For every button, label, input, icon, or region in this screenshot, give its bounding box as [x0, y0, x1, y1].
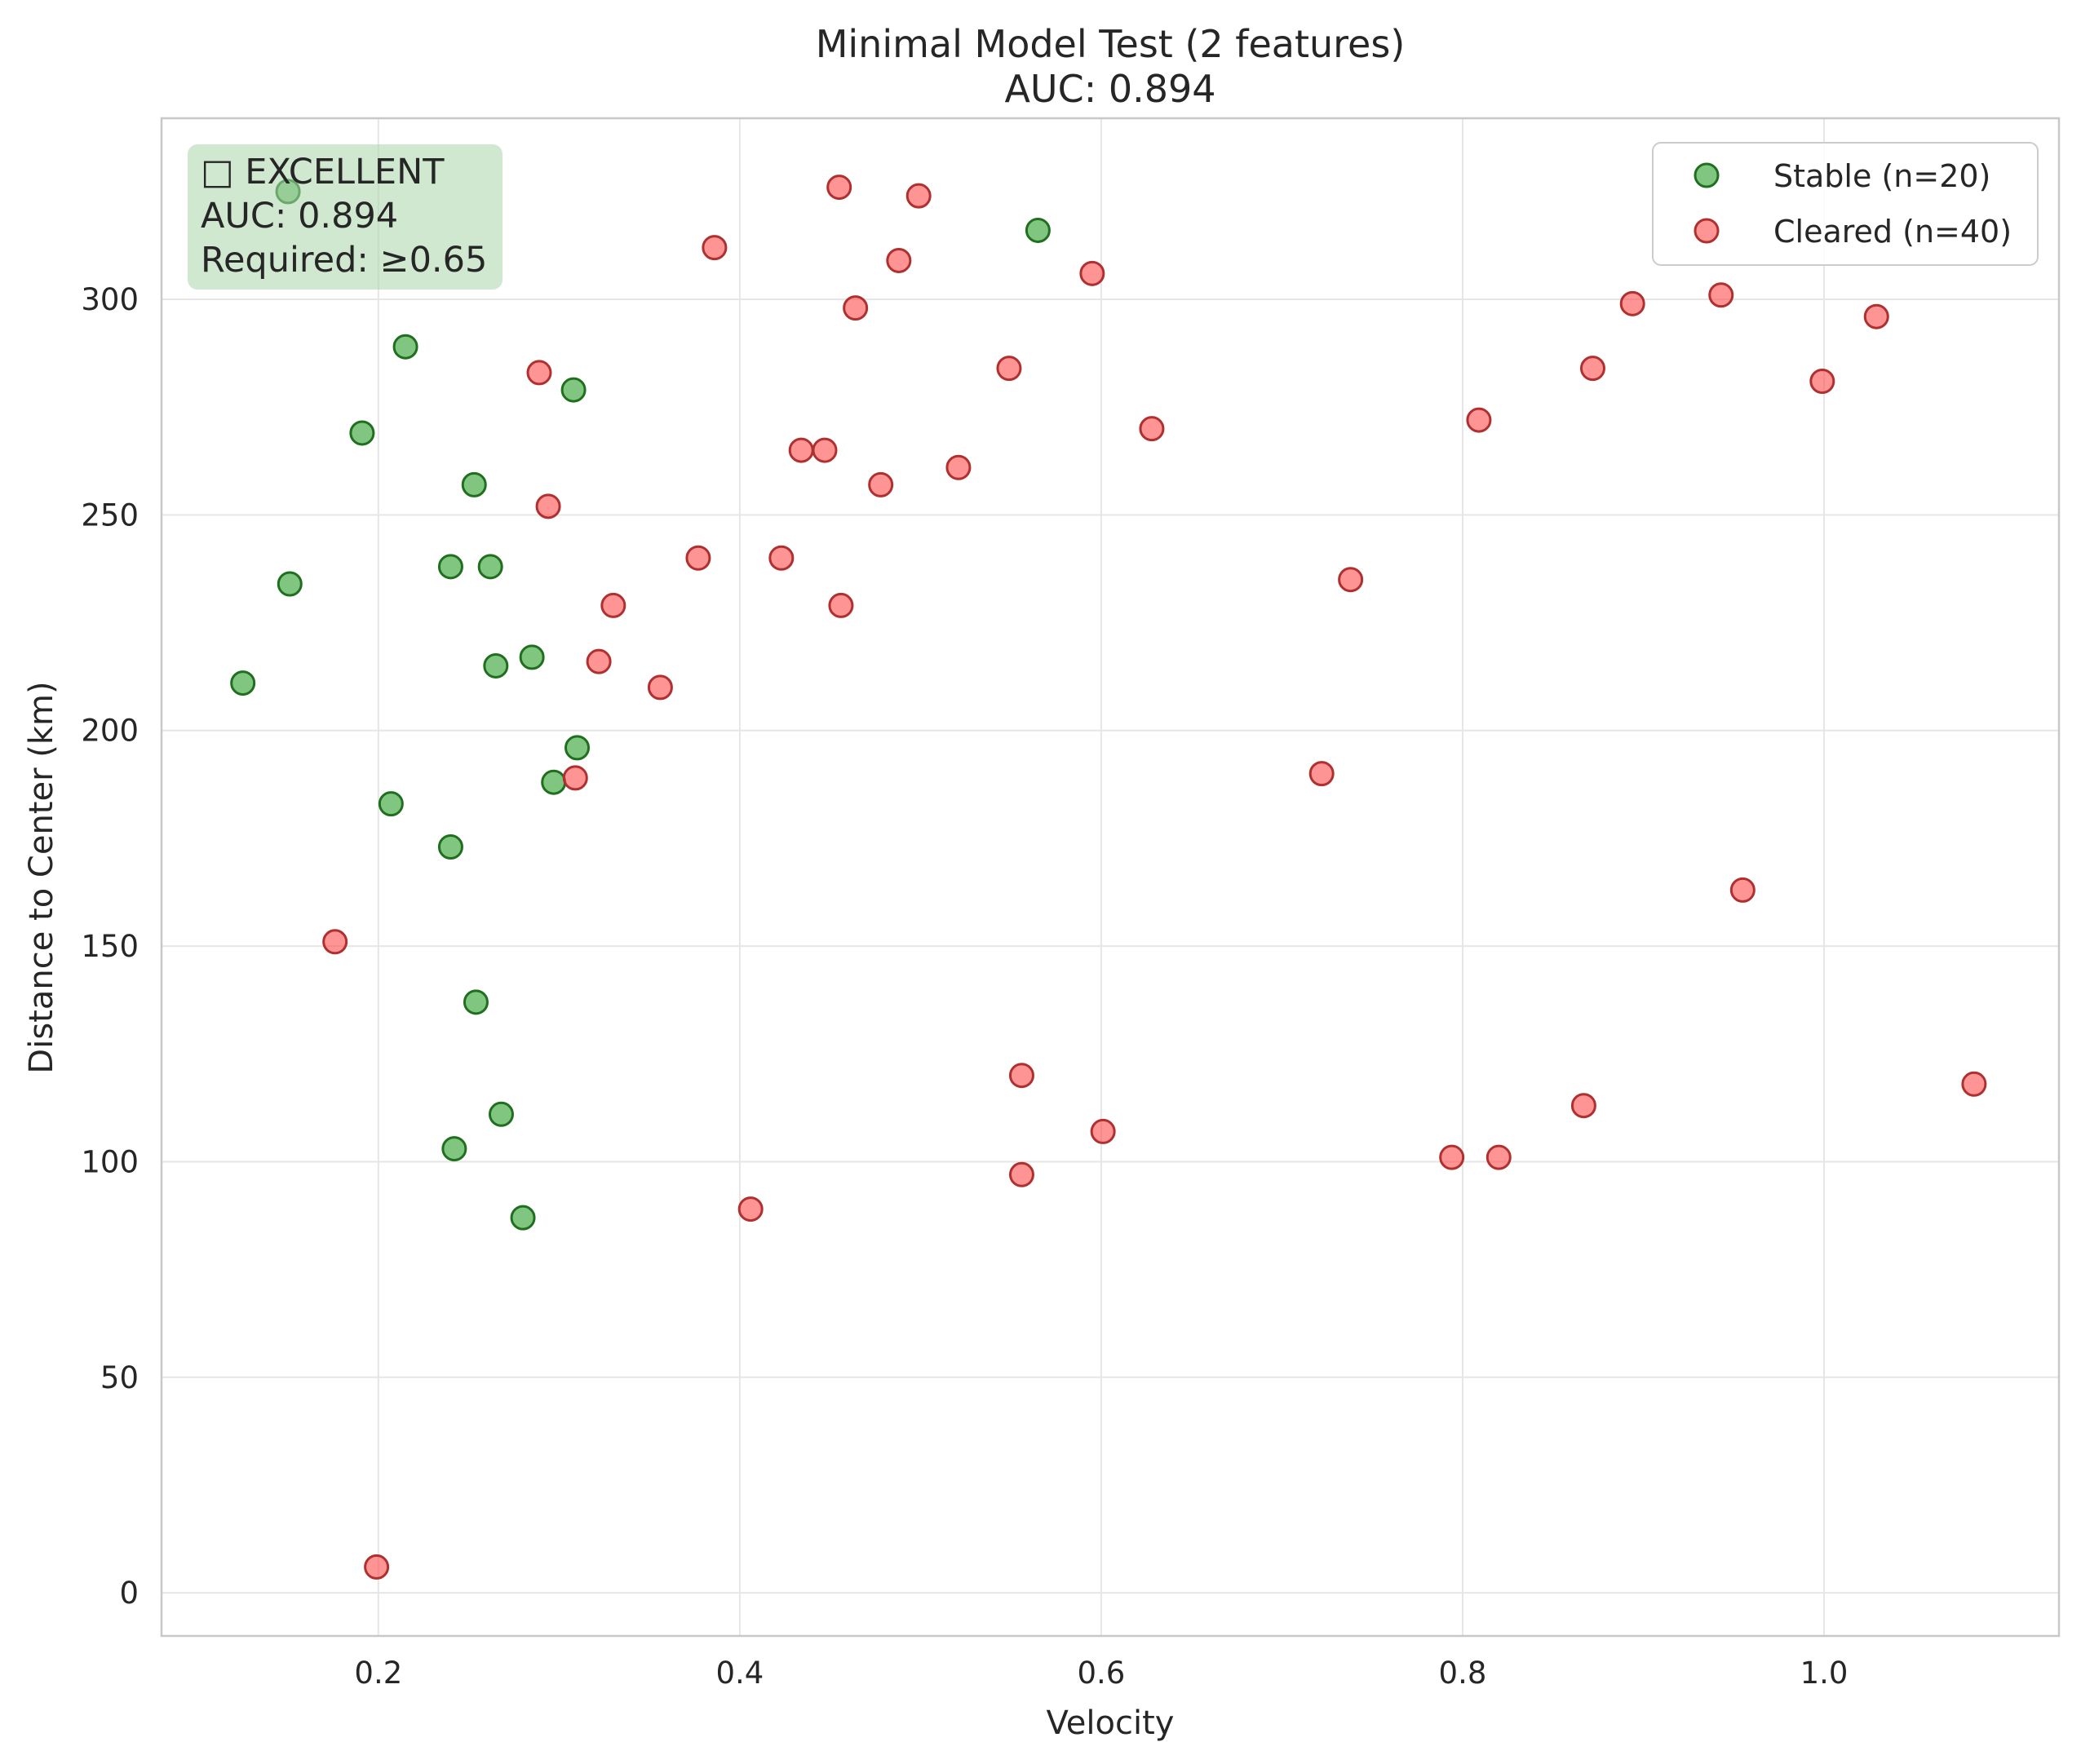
plot-frame — [160, 117, 2061, 1638]
y-tick-label: 300 — [81, 282, 139, 317]
data-point — [1485, 1144, 1512, 1170]
data-point — [560, 377, 587, 403]
data-point — [868, 471, 894, 497]
data-point — [702, 235, 728, 261]
data-point — [647, 674, 673, 701]
x-tick-label: 1.0 — [1800, 1656, 1849, 1691]
y-tick-label: 0 — [119, 1576, 139, 1611]
data-point — [945, 454, 972, 480]
data-point — [1619, 290, 1645, 316]
data-point — [441, 1136, 467, 1162]
data-point — [230, 670, 256, 696]
y-tick-label: 150 — [81, 929, 139, 964]
data-point — [437, 554, 463, 580]
data-point — [1025, 217, 1051, 243]
x-tick-label: 0.4 — [715, 1656, 764, 1691]
status-line-rating: □ EXCELLENT — [201, 152, 445, 192]
data-point — [600, 592, 627, 618]
data-point — [1570, 1093, 1596, 1119]
data-point — [768, 545, 795, 571]
data-point — [322, 929, 348, 955]
data-point — [905, 183, 932, 209]
data-point — [843, 295, 869, 321]
y-axis-label: Distance to Center (km) — [23, 681, 60, 1073]
legend-box — [1652, 142, 2039, 266]
data-point — [737, 1196, 764, 1222]
data-point — [1308, 761, 1335, 787]
data-point — [685, 545, 711, 571]
data-point — [488, 1101, 514, 1127]
data-point — [586, 648, 612, 674]
data-point — [788, 437, 814, 463]
x-tick-label: 0.2 — [354, 1656, 402, 1691]
status-box: □ EXCELLENT AUC: 0.894 Required: ≥0.65 — [188, 144, 503, 290]
data-point — [1008, 1063, 1034, 1089]
status-line-auc: AUC: 0.894 — [201, 196, 398, 237]
data-points — [230, 175, 1987, 1580]
legend-marker-cleared — [1694, 218, 1720, 244]
data-point — [886, 247, 912, 273]
x-tick-labels: 0.2 0.4 0.6 0.8 1.0 — [354, 1656, 1848, 1691]
data-point — [826, 175, 852, 201]
data-point — [277, 571, 303, 597]
data-point — [828, 592, 854, 618]
data-point — [364, 1554, 390, 1580]
data-point — [392, 334, 418, 360]
y-tick-label: 250 — [81, 497, 139, 533]
data-point — [477, 554, 503, 580]
data-point — [437, 833, 463, 860]
status-box-background — [188, 144, 503, 290]
data-point — [510, 1205, 536, 1231]
data-point — [1139, 416, 1165, 442]
y-tick-label: 200 — [81, 714, 139, 749]
data-point — [565, 735, 591, 761]
chart-subtitle: AUC: 0.894 — [1004, 67, 1215, 111]
data-point — [1863, 303, 1889, 329]
data-point — [1579, 356, 1605, 382]
x-tick-label: 0.8 — [1439, 1656, 1487, 1691]
data-point — [1809, 369, 1835, 395]
data-point — [996, 356, 1022, 382]
data-point — [812, 437, 838, 463]
legend-label-stable: Stable (n=20) — [1773, 158, 1990, 194]
status-line-required: Required: ≥0.65 — [201, 240, 487, 281]
data-point — [1439, 1144, 1465, 1170]
data-point — [461, 471, 487, 497]
data-point — [463, 989, 489, 1015]
data-point — [349, 420, 375, 446]
legend-label-cleared: Cleared (n=40) — [1773, 214, 2012, 250]
data-point — [1338, 567, 1364, 593]
data-point — [483, 652, 509, 679]
data-point — [1961, 1071, 1987, 1097]
data-point — [519, 644, 545, 670]
data-point — [526, 360, 552, 386]
data-point — [541, 769, 567, 795]
data-point — [562, 765, 588, 791]
data-point — [1090, 1118, 1116, 1144]
x-axis-label: Velocity — [1047, 1704, 1175, 1742]
data-point — [1708, 282, 1734, 308]
legend: Stable (n=20) Cleared (n=40) — [1652, 142, 2039, 266]
data-point — [1729, 877, 1756, 903]
legend-marker-stable — [1694, 162, 1720, 188]
y-tick-label: 50 — [100, 1360, 139, 1395]
grid — [162, 118, 2059, 1636]
x-tick-label: 0.6 — [1078, 1656, 1126, 1691]
series-cleared — [322, 175, 1987, 1580]
series-stable — [230, 179, 1051, 1231]
chart-title: Minimal Model Test (2 features) — [816, 22, 1406, 66]
data-point — [378, 791, 404, 817]
data-point — [1079, 260, 1105, 286]
data-point — [1008, 1161, 1034, 1187]
data-point — [1466, 407, 1492, 433]
y-tick-labels: 0 50 100 150 200 250 300 — [81, 282, 139, 1611]
y-tick-label: 100 — [81, 1144, 139, 1179]
data-point — [535, 493, 561, 519]
